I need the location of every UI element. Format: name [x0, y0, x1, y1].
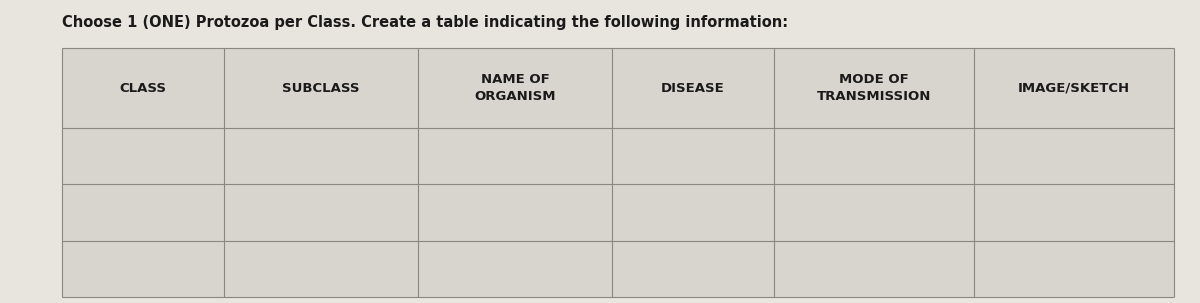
Bar	[62, 241, 223, 297]
Text: DISEASE: DISEASE	[661, 82, 725, 95]
Text: NAME OF
ORGANISM: NAME OF ORGANISM	[474, 74, 556, 103]
Text: Choose 1 (ONE) Protozoa per Class. Create a table indicating the following infor: Choose 1 (ONE) Protozoa per Class. Creat…	[62, 15, 788, 30]
Text: CLASS: CLASS	[120, 82, 167, 95]
Bar	[612, 184, 774, 241]
Bar	[62, 48, 223, 128]
Bar	[418, 48, 612, 128]
Bar	[973, 184, 1174, 241]
Bar	[612, 128, 774, 184]
Bar	[774, 48, 973, 128]
Bar	[223, 241, 418, 297]
Bar	[612, 48, 774, 128]
Bar	[62, 128, 223, 184]
Bar	[973, 128, 1174, 184]
Bar	[774, 128, 973, 184]
Text: SUBCLASS: SUBCLASS	[282, 82, 360, 95]
Text: MODE OF
TRANSMISSION: MODE OF TRANSMISSION	[816, 74, 931, 103]
Bar	[418, 241, 612, 297]
Text: IMAGE/SKETCH: IMAGE/SKETCH	[1018, 82, 1129, 95]
Bar	[223, 48, 418, 128]
Bar	[62, 184, 223, 241]
Bar	[973, 48, 1174, 128]
Bar	[612, 241, 774, 297]
Bar	[973, 241, 1174, 297]
Bar	[774, 184, 973, 241]
Bar	[223, 184, 418, 241]
Bar	[223, 128, 418, 184]
Bar	[418, 128, 612, 184]
Bar	[418, 184, 612, 241]
Bar	[774, 241, 973, 297]
